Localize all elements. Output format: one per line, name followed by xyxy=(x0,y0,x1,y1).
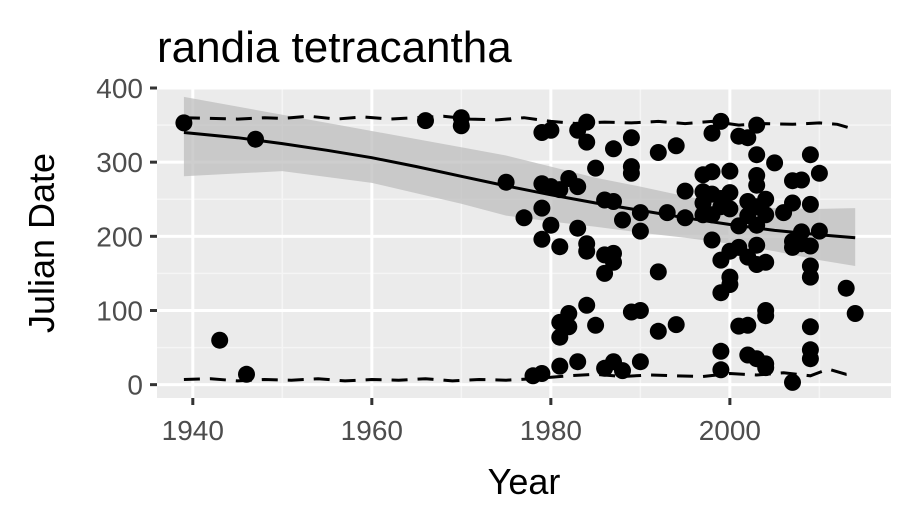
data-point xyxy=(515,209,533,227)
data-point xyxy=(211,331,229,349)
y-tick-label: 0 xyxy=(127,370,143,401)
data-point xyxy=(560,305,578,322)
data-point xyxy=(712,112,730,130)
y-axis: 0 100 200 300 400 xyxy=(96,73,157,401)
data-point xyxy=(748,116,766,134)
data-point xyxy=(578,242,596,260)
data-point xyxy=(748,146,766,164)
y-tick-label: 100 xyxy=(96,295,143,326)
data-point xyxy=(793,171,810,189)
data-point xyxy=(614,211,631,229)
data-point xyxy=(175,114,193,132)
x-axis: 1940 1960 1980 2000 xyxy=(162,398,761,446)
data-point xyxy=(605,140,622,158)
data-point xyxy=(587,159,605,177)
data-point xyxy=(784,373,801,391)
data-point xyxy=(721,184,739,202)
data-point xyxy=(533,230,551,248)
data-point xyxy=(533,365,551,382)
data-point xyxy=(560,318,578,336)
data-point xyxy=(712,361,730,379)
data-point xyxy=(649,322,667,340)
data-point xyxy=(667,316,685,334)
data-point xyxy=(801,318,819,336)
data-point xyxy=(810,222,828,240)
data-point xyxy=(748,236,766,254)
x-tick-label: 1960 xyxy=(341,415,403,446)
data-point xyxy=(649,144,667,161)
data-point xyxy=(551,238,569,256)
x-tick-label: 1940 xyxy=(162,415,224,446)
data-point xyxy=(712,342,730,360)
x-axis-title: Year xyxy=(488,461,561,502)
data-point xyxy=(667,137,685,155)
data-point xyxy=(676,209,694,227)
data-point xyxy=(703,163,721,181)
data-point xyxy=(452,117,470,135)
y-tick-label: 300 xyxy=(96,147,143,178)
data-point xyxy=(658,204,676,222)
chart-title: randia tetracantha xyxy=(157,23,512,72)
data-point xyxy=(837,279,855,297)
data-point xyxy=(631,302,649,319)
data-point xyxy=(766,154,784,172)
data-point xyxy=(703,231,721,249)
data-point xyxy=(631,204,649,222)
data-point xyxy=(631,222,649,240)
data-point xyxy=(739,316,757,334)
y-tick-label: 200 xyxy=(96,221,143,252)
data-point xyxy=(569,353,587,371)
data-point xyxy=(417,112,434,130)
data-points xyxy=(175,109,864,391)
data-point xyxy=(622,164,640,182)
data-point xyxy=(757,206,775,224)
data-point xyxy=(784,194,801,212)
data-point xyxy=(676,182,694,200)
data-point xyxy=(801,350,819,368)
data-point xyxy=(497,173,515,191)
data-point xyxy=(578,113,596,131)
y-axis-title: Julian Date xyxy=(21,153,62,333)
data-point xyxy=(793,223,810,241)
data-point xyxy=(801,237,819,255)
data-point xyxy=(569,178,587,196)
data-point xyxy=(569,219,587,237)
x-tick-label: 1980 xyxy=(520,415,582,446)
data-point xyxy=(801,195,819,213)
data-point xyxy=(247,130,264,148)
data-point xyxy=(721,162,739,180)
data-point xyxy=(605,193,622,210)
data-point xyxy=(739,129,757,147)
data-point xyxy=(238,365,255,383)
data-point xyxy=(605,244,622,262)
data-point xyxy=(801,268,819,286)
data-point xyxy=(810,164,828,182)
data-point xyxy=(542,121,560,139)
data-point xyxy=(748,176,766,194)
data-point xyxy=(587,316,605,334)
data-point xyxy=(801,146,819,164)
data-point xyxy=(542,216,560,234)
data-point xyxy=(703,124,721,142)
data-point xyxy=(757,307,775,325)
data-point xyxy=(533,199,551,217)
data-point xyxy=(578,133,596,151)
data-point xyxy=(649,263,667,281)
data-point xyxy=(757,355,775,373)
data-point xyxy=(614,362,631,380)
data-point xyxy=(721,200,739,218)
data-point xyxy=(551,357,569,375)
data-point xyxy=(622,129,640,147)
y-tick-label: 400 xyxy=(96,73,143,104)
data-point xyxy=(631,353,649,371)
data-point xyxy=(846,305,864,322)
data-point xyxy=(757,253,775,271)
data-point xyxy=(721,276,739,293)
data-point xyxy=(578,296,596,314)
x-tick-label: 2000 xyxy=(699,415,761,446)
data-point xyxy=(757,190,775,208)
